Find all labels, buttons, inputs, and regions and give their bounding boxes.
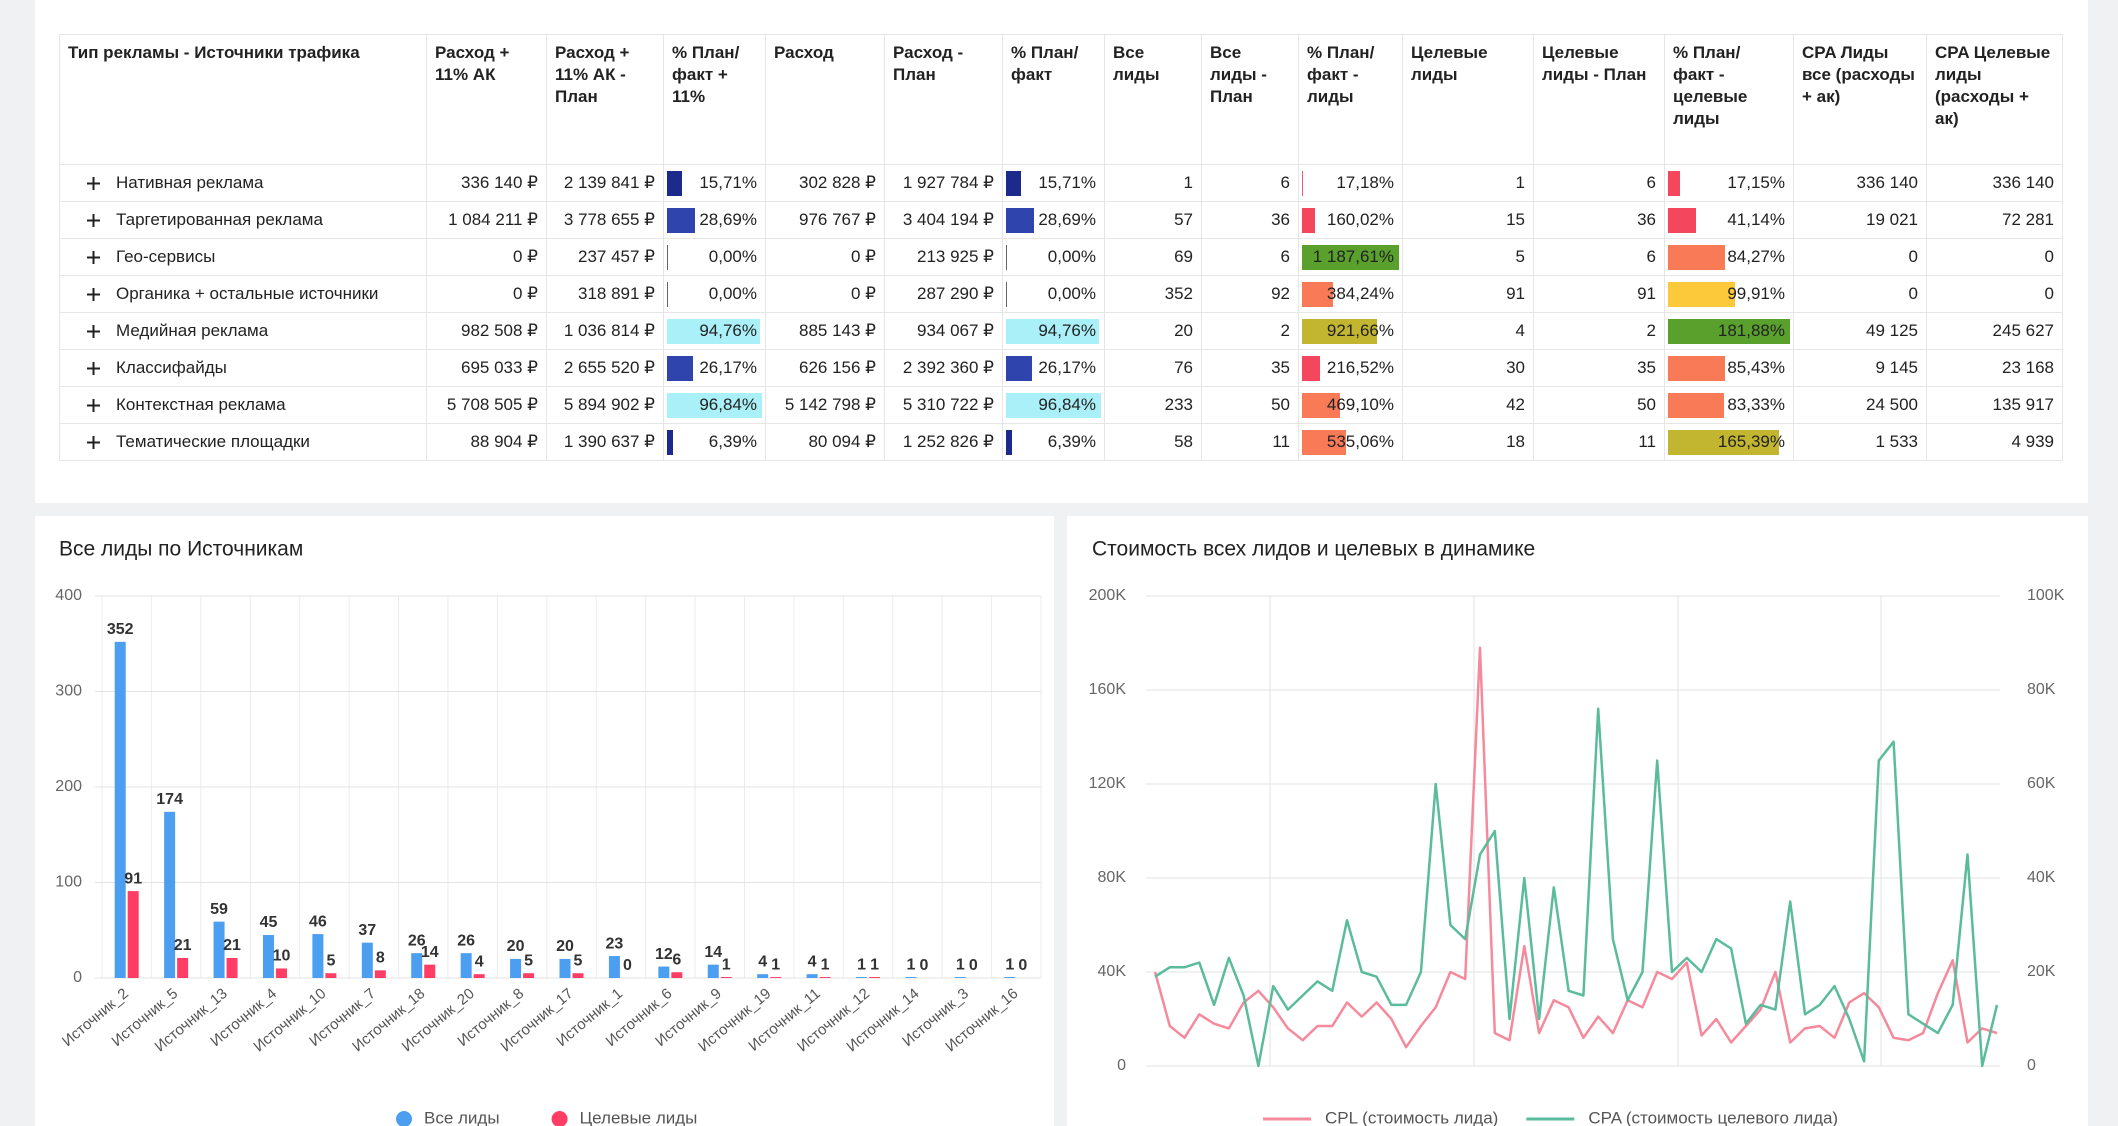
bar-label: 59 xyxy=(210,901,228,918)
bar-label: 46 xyxy=(309,913,327,930)
bar-label: 1 xyxy=(771,956,780,973)
bar-label: 4 xyxy=(808,953,817,970)
bar xyxy=(227,958,238,978)
bar-label: 20 xyxy=(507,938,525,955)
bar xyxy=(820,977,831,978)
bar-label: 45 xyxy=(260,914,278,931)
bar-label: 0 xyxy=(969,957,978,974)
bar-label: 1 xyxy=(722,956,731,973)
y-tick-label: 200 xyxy=(55,778,82,795)
bar-label: 5 xyxy=(326,952,335,969)
legend-marker xyxy=(396,1111,412,1126)
legend-marker xyxy=(552,1111,568,1126)
bar xyxy=(523,973,534,978)
bar xyxy=(770,977,781,978)
bar-label: 0 xyxy=(623,957,632,974)
y2-tick-label: 0 xyxy=(2027,1057,2036,1074)
y-tick-label: 40K xyxy=(1098,963,1127,980)
bar-label: 1 xyxy=(821,956,830,973)
bar-label: 1 xyxy=(906,956,915,973)
bar-label: 4 xyxy=(758,953,767,970)
line-series xyxy=(1155,648,1997,1047)
line-series xyxy=(1155,709,1997,1066)
bar xyxy=(856,977,867,978)
bar xyxy=(461,953,472,978)
bar-label: 5 xyxy=(574,952,583,969)
bar xyxy=(708,965,719,978)
bar-label: 14 xyxy=(421,944,439,961)
bar xyxy=(177,958,188,978)
bar xyxy=(721,977,732,978)
bar xyxy=(609,956,620,978)
y2-tick-label: 60K xyxy=(2027,775,2056,792)
bar xyxy=(424,965,435,978)
bar xyxy=(312,934,323,978)
bar-label: 1 xyxy=(1005,956,1014,973)
y2-tick-label: 100K xyxy=(2027,587,2065,604)
legend-label: CPA (стоимость целевого лида) xyxy=(1588,1108,1838,1126)
bar xyxy=(955,977,966,978)
bar-label: 14 xyxy=(704,944,722,961)
y-tick-label: 0 xyxy=(1117,1057,1126,1074)
bar xyxy=(757,974,768,978)
y-tick-label: 100 xyxy=(55,874,82,891)
chart-title: Стоимость всех лидов и целевых в динамик… xyxy=(1092,538,1535,561)
bar-label: 21 xyxy=(223,937,241,954)
bar-label: 26 xyxy=(457,932,475,949)
y2-tick-label: 20K xyxy=(2027,963,2056,980)
y-tick-label: 0 xyxy=(73,969,82,986)
bar xyxy=(573,973,584,978)
y-tick-label: 120K xyxy=(1089,775,1127,792)
bar xyxy=(807,974,818,978)
bar-label: 10 xyxy=(273,948,291,965)
y-tick-label: 160K xyxy=(1089,681,1127,698)
bar-label: 1 xyxy=(857,956,866,973)
bar-label: 5 xyxy=(524,952,533,969)
legend-label: Целевые лиды xyxy=(580,1108,698,1126)
y-tick-label: 80K xyxy=(1098,869,1127,886)
bar xyxy=(905,977,916,978)
bar xyxy=(1004,977,1015,978)
bar xyxy=(510,959,521,978)
bar xyxy=(375,970,386,978)
bar xyxy=(276,968,287,978)
bar-label: 20 xyxy=(556,938,574,955)
bar-label: 0 xyxy=(1018,957,1027,974)
bar-label: 352 xyxy=(107,621,134,638)
bar-label: 21 xyxy=(174,937,192,954)
bar xyxy=(128,891,139,978)
legend-label: CPL (стоимость лида) xyxy=(1325,1108,1498,1126)
bar xyxy=(671,972,682,978)
bar xyxy=(362,943,373,978)
y-tick-label: 200K xyxy=(1089,587,1127,604)
bar-label: 12 xyxy=(655,946,673,963)
y-tick-label: 300 xyxy=(55,683,82,700)
bar xyxy=(658,967,669,978)
bar xyxy=(869,977,880,978)
bar-label: 37 xyxy=(358,922,376,939)
bar xyxy=(474,974,485,978)
y2-tick-label: 80K xyxy=(2027,681,2056,698)
bar xyxy=(115,642,126,978)
y2-tick-label: 40K xyxy=(2027,869,2056,886)
legend-label: Все лиды xyxy=(424,1108,500,1126)
bar-label: 1 xyxy=(956,956,965,973)
bar-label: 1 xyxy=(870,956,879,973)
bar-label: 174 xyxy=(156,791,183,808)
bar xyxy=(325,973,336,978)
bar-label: 8 xyxy=(376,950,385,967)
bar-label: 4 xyxy=(475,953,484,970)
bar-label: 23 xyxy=(606,935,624,952)
bar-label: 6 xyxy=(672,951,681,968)
y-tick-label: 400 xyxy=(55,587,82,604)
bar-label: 91 xyxy=(124,870,142,887)
chart-title: Все лиды по Источникам xyxy=(59,538,303,561)
bar-label: 0 xyxy=(919,957,928,974)
bar xyxy=(560,959,571,978)
